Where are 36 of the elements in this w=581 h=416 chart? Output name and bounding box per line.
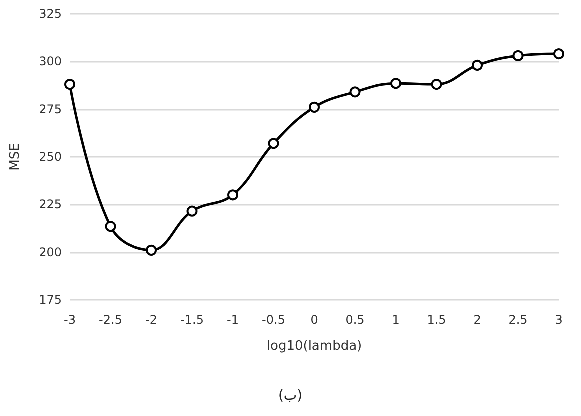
x-tick-label: -1 xyxy=(227,313,239,327)
y-tick-label: 275 xyxy=(39,102,62,116)
point xyxy=(309,102,320,113)
x-tick-label: -0.5 xyxy=(262,313,286,327)
x-tick-label: 2.5 xyxy=(508,313,528,327)
y-tick-label: 175 xyxy=(39,293,62,307)
y-tick-label: 225 xyxy=(39,198,62,212)
y-tick-label: 325 xyxy=(39,7,62,21)
x-tick-label: 2 xyxy=(474,313,482,327)
point xyxy=(512,50,524,62)
point xyxy=(350,86,361,98)
point xyxy=(268,138,280,150)
x-tick-label: -2.5 xyxy=(99,313,122,327)
point xyxy=(186,206,198,217)
point xyxy=(390,78,402,90)
x-tick-label: 1.5 xyxy=(427,313,446,327)
text: (ب) xyxy=(277,388,304,404)
y-tick-label: 200 xyxy=(39,245,62,260)
x-axis-title: log10(lambda) xyxy=(266,339,362,354)
x-tick-label: -3 xyxy=(64,313,76,327)
x-tick-label: 0 xyxy=(310,313,318,327)
x-tick-label: 0.5 xyxy=(346,313,365,327)
point xyxy=(146,244,157,256)
point xyxy=(228,190,238,201)
x-tick-label: -2 xyxy=(146,313,158,327)
x-tick-label: 1 xyxy=(392,313,400,327)
point xyxy=(431,79,442,90)
y-axis-title: MSE xyxy=(8,143,23,171)
point xyxy=(472,60,483,71)
y-tick-label: 300 xyxy=(39,54,62,69)
x-tick-label: 3 xyxy=(555,313,563,327)
y-tick-label: 250 xyxy=(39,150,62,164)
point xyxy=(554,48,564,60)
point xyxy=(64,79,76,90)
x-tick-label: -1.5 xyxy=(180,313,204,327)
point xyxy=(105,221,116,232)
